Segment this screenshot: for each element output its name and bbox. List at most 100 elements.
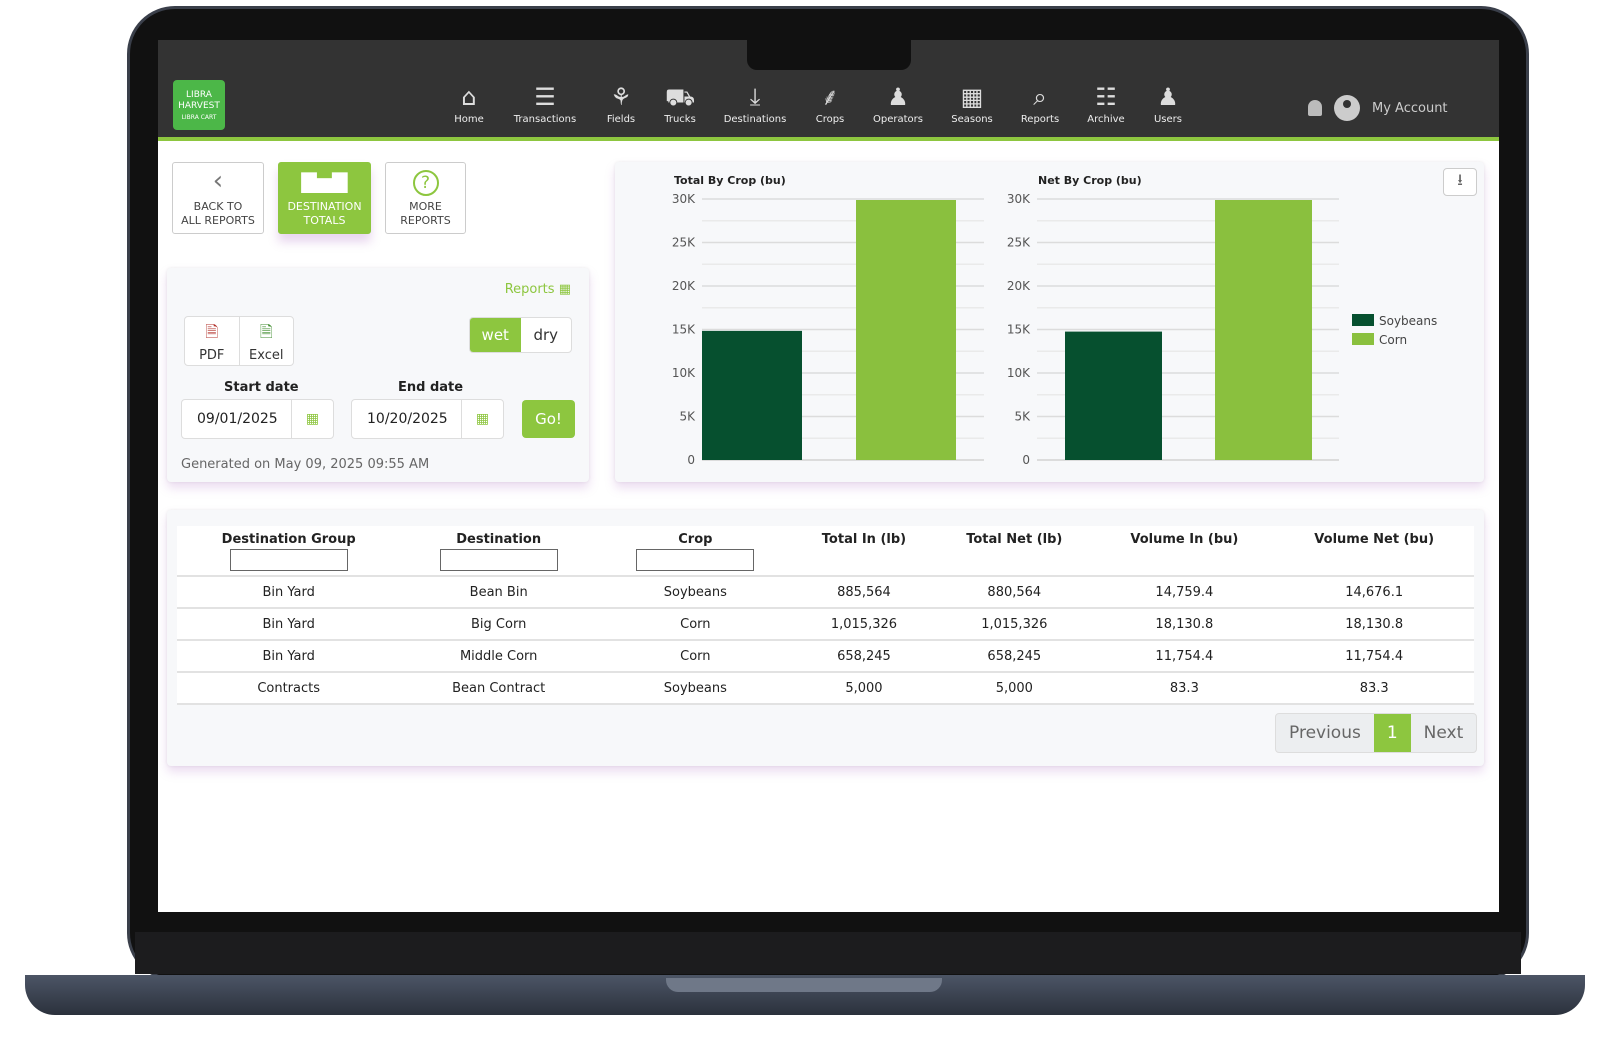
column-filter-input[interactable] [636,549,755,571]
column-header: Destination Group [177,526,400,576]
column-header-label: Crop [678,532,713,547]
table-cell: Bin Yard [177,607,401,640]
start-date-label: Start date [224,380,299,395]
table-cell: Big Corn [400,607,598,640]
nav-item-users[interactable]: ♟ Users [1128,80,1208,125]
nav-item-transactions[interactable]: ☰ Transactions [505,80,585,125]
table-cell: 5,000 [793,671,935,705]
table-row: Contracts Bean Contract Soybeans 5,000 5,000… [177,671,1474,705]
table-cell: Corn [597,607,794,640]
column-header-label: Destination Group [221,532,356,547]
table-cell: Bean Contract [400,671,598,705]
table-cell: Soybeans [597,671,794,705]
pdf-export-button[interactable]: 🗎 PDF [185,317,240,365]
nav-item-trucks[interactable]: ⛟ Trucks [640,80,720,125]
nav-item-home[interactable]: ⌂ Home [429,80,509,125]
table-header-row: Destination Group Destination Crop Total In… [177,526,1474,576]
table-cell: 5,000 [934,671,1095,705]
operator-icon: ♟ [887,83,909,111]
camera-notch [747,40,911,70]
y-tick-label: 20K [672,279,696,293]
excel-export-button[interactable]: 🗎 Excel [240,317,294,365]
export-group: 🗎 PDF 🗎 Excel [184,316,294,366]
page-1-button[interactable]: 1 [1373,714,1411,752]
nav-item-archive[interactable]: ☷ Archive [1066,80,1146,125]
truck-icon: ⛟ [665,83,696,111]
destination-totals-table: Destination Group Destination Crop Total In… [177,526,1474,705]
nav-label: Users [1153,114,1182,125]
bar-soybeans [702,330,802,460]
next-page-button[interactable]: Next [1423,723,1464,743]
nav-item-seasons[interactable]: ▦ Seasons [932,80,1012,125]
chevron-left-icon: ‹ [212,166,224,196]
start-date-input[interactable]: 09/01/2025 ▦ [181,399,334,439]
start-date-value: 09/01/2025 [197,411,278,427]
laptop-chin [135,932,1521,974]
app-screen: LIBRA HARVEST LIBRA CART ⌂ Home ☰ Transactio… [158,40,1499,912]
pagination: Previous 1 Next [1275,713,1478,753]
table-cell: 83.3 [1094,671,1275,705]
calendar-icon[interactable]: ▦ [291,400,333,438]
previous-page-button[interactable]: Previous [1289,723,1361,743]
nav-label: Transactions [513,114,577,125]
table-cell: 658,245 [793,639,935,672]
nav-item-fields[interactable]: ⚘ Fields [581,80,661,125]
nav-accent-line [158,137,1499,141]
results-table-panel: Destination Group Destination Crop Total In… [167,510,1484,766]
destination-totals-button[interactable]: ▇▅▇ DESTINATION TOTALS [278,162,371,234]
y-tick-label: 10K [672,366,696,380]
crop-bar-charts: Total By Crop (bu) 0 5K 10K 15K 20K 25K 30K Net … [672,174,1437,467]
account-avatar-icon[interactable] [1334,95,1360,121]
receipt-icon: ☰ [534,83,556,111]
download-bin-icon: ⤓ [749,83,761,111]
table-cell: 14,759.4 [1094,575,1275,608]
legend-swatch-corn [1352,333,1374,345]
users-icon: ♟ [1157,83,1179,111]
column-filter-input[interactable] [229,549,348,571]
chart-title: Total By Crop (bu) [674,174,786,187]
bar-corn [1215,199,1312,460]
legend-label: Soybeans [1379,314,1437,328]
wet-option[interactable]: wet [470,318,521,352]
table-cell: 885,564 [793,575,935,608]
table-cell: Bin Yard [177,639,401,672]
wet-dry-toggle: wet dry [469,317,572,353]
y-tick-label: 20K [1007,279,1031,293]
brand-logo[interactable]: LIBRA HARVEST LIBRA CART [173,80,225,130]
nav-label: Operators [873,114,923,125]
download-chart-button[interactable]: ⭳ [1443,168,1477,196]
account-area: My Account [1308,95,1448,121]
calendar-icon[interactable]: ▦ [461,400,503,438]
generated-timestamp: Generated on May 09, 2025 09:55 AM [181,457,430,472]
end-date-input[interactable]: 10/20/2025 ▦ [351,399,504,439]
reports-link[interactable]: Reports ▦ [505,282,571,297]
table-cell: Soybeans [597,575,794,608]
table-cell: 14,676.1 [1274,575,1474,608]
more-reports-button[interactable]: ? MORE REPORTS [385,162,466,234]
report-filter-panel: Reports ▦ 🗎 PDF 🗎 Excel wet dry Start date… [167,268,589,482]
charts-panel: ⭳ Total By Crop (bu) 0 5K 10K 15K 20K 25K 30K Ne… [615,162,1484,482]
column-filter-input[interactable] [439,549,558,571]
table-cell: Corn [597,639,794,672]
table-cell: 83.3 [1274,671,1474,705]
bell-icon[interactable] [1308,100,1322,116]
y-tick-label: 10K [1007,366,1031,380]
dry-option[interactable]: dry [533,326,559,344]
wheat-icon: ⸙ [821,83,839,111]
back-to-all-reports-button[interactable]: ‹ BACK TO ALL REPORTS [172,162,264,234]
nav-item-destinations[interactable]: ⤓ Destinations [715,80,795,125]
nav-item-reports[interactable]: ⌕ Reports [1000,80,1080,125]
go-button[interactable]: Go! [522,400,575,438]
nav-item-crops[interactable]: ⸙ Crops [790,80,870,125]
my-account-link[interactable]: My Account [1372,100,1448,116]
chart-title: Net By Crop (bu) [1038,174,1142,187]
column-header-label: Volume Net (bu) [1314,532,1435,547]
y-tick-label: 15K [672,323,696,337]
column-header-label: Total Net (lb) [966,532,1063,547]
brand-sub: LIBRA CART [181,114,217,121]
nav-item-operators[interactable]: ♟ Operators [858,80,938,125]
pdf-label: PDF [199,348,225,363]
table-cell: Middle Corn [400,639,598,672]
nav-label: Trucks [664,114,696,125]
nav-label: Reports [1020,114,1060,125]
